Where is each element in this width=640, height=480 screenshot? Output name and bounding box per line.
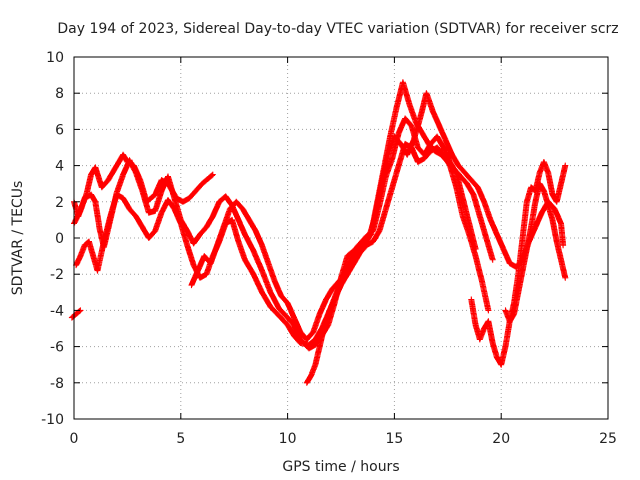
series-arc-1: [71, 151, 216, 227]
y-tick-label: -6: [50, 340, 64, 356]
series-layer: [68, 79, 569, 386]
series-arc-5: [303, 90, 567, 386]
y-tick-label: -10: [41, 412, 64, 428]
series-arc-8: [68, 307, 84, 321]
y-axis: -10 -8 -6 -4 -2 0 2 4 6 8 10: [41, 50, 608, 428]
y-tick-label: -4: [50, 303, 64, 319]
y-tick-label: -8: [50, 376, 64, 392]
y-tick-label: 6: [55, 122, 64, 138]
y-axis-label: SDTVAR / TECUs: [10, 181, 26, 296]
x-tick-label: 0: [70, 431, 79, 447]
series-arc-7: [502, 159, 569, 325]
y-tick-label: 4: [55, 159, 64, 175]
series-arc-2: [71, 115, 479, 352]
y-tick-label: -2: [50, 267, 64, 283]
y-tick-label: 8: [55, 86, 64, 102]
x-tick-label: 5: [176, 431, 185, 447]
y-tick-label: 10: [46, 50, 64, 66]
y-tick-label: 2: [55, 195, 64, 211]
series-arc-3: [73, 140, 492, 348]
x-tick-label: 25: [599, 431, 617, 447]
x-axis-label: GPS time / hours: [282, 459, 399, 475]
x-tick-label: 20: [492, 431, 510, 447]
chart-title: Day 194 of 2023, Sidereal Day-to-day VTE…: [57, 21, 618, 37]
x-tick-label: 10: [279, 431, 297, 447]
y-tick-label: 0: [55, 231, 64, 247]
x-axis: 0 5 10 15 20 25: [70, 57, 617, 447]
x-tick-label: 15: [385, 431, 403, 447]
